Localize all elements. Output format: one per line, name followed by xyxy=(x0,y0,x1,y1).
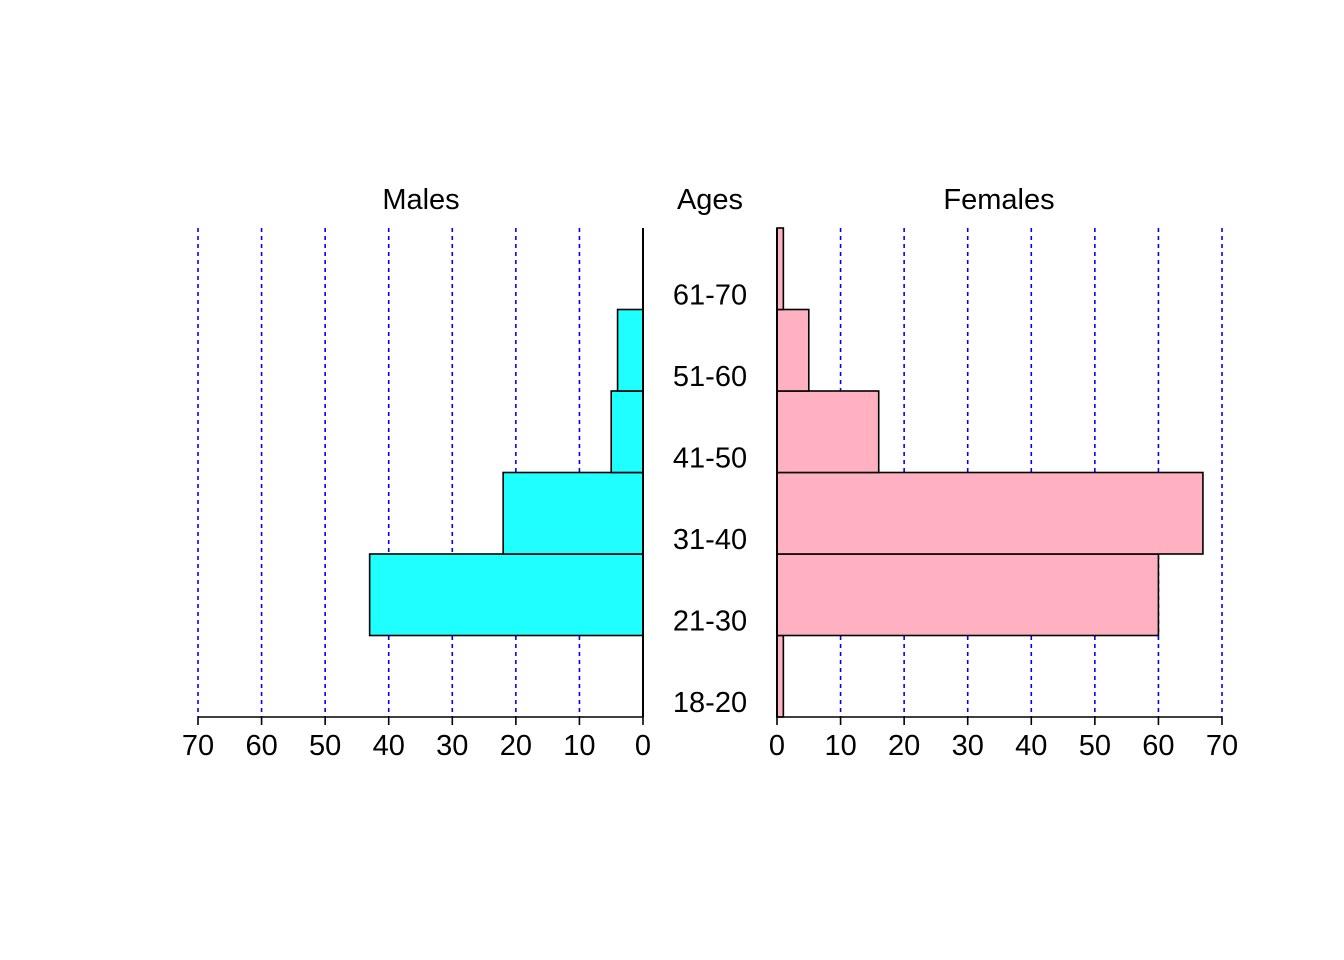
ages-title: Ages xyxy=(677,184,743,216)
age-label-51-60: 51-60 xyxy=(673,361,747,393)
female-bar-21-30 xyxy=(776,553,1160,637)
age-label-41-50: 41-50 xyxy=(673,443,747,475)
female-bar-41-50 xyxy=(776,390,880,474)
label-layer: Males Ages Females 0 0 10 10 20 20 30 30 40 40 50 5… xyxy=(182,184,1238,762)
males-x-tick-label-50: 50 xyxy=(309,730,341,762)
male-bar-51-60 xyxy=(616,308,644,392)
females-x-tick-label-10: 10 xyxy=(824,730,856,762)
females-x-tick-label-70: 70 xyxy=(1206,730,1238,762)
males-x-tick-label-30: 30 xyxy=(436,730,468,762)
male-bar-21-30 xyxy=(368,553,644,637)
age-label-21-30: 21-30 xyxy=(673,606,747,638)
males-x-tick-label-0: 0 xyxy=(635,730,651,762)
axis-layer xyxy=(197,228,1223,725)
age-label-31-40: 31-40 xyxy=(673,524,747,556)
age-label-18-20: 18-20 xyxy=(673,687,747,719)
female-bar-31-40 xyxy=(776,471,1204,555)
females-x-tick-label-30: 30 xyxy=(952,730,984,762)
male-bar-41-50 xyxy=(610,390,644,474)
females-x-tick-label-60: 60 xyxy=(1142,730,1174,762)
bar-layer xyxy=(368,227,1204,718)
female-bar-51-60 xyxy=(776,308,810,392)
males-title: Males xyxy=(382,184,459,216)
females-title: Females xyxy=(943,184,1054,216)
males-x-tick-label-20: 20 xyxy=(500,730,532,762)
age-label-61-70: 61-70 xyxy=(673,280,747,312)
females-x-tick-label-50: 50 xyxy=(1079,730,1111,762)
males-x-tick-label-10: 10 xyxy=(563,730,595,762)
males-x-tick-label-60: 60 xyxy=(245,730,277,762)
females-x-tick-label-40: 40 xyxy=(1015,730,1047,762)
females-x-tick-label-20: 20 xyxy=(888,730,920,762)
males-x-tick-label-40: 40 xyxy=(373,730,405,762)
males-x-tick-label-70: 70 xyxy=(182,730,214,762)
male-bar-31-40 xyxy=(502,471,644,555)
females-x-tick-label-0: 0 xyxy=(769,730,785,762)
grid-layer xyxy=(197,228,1223,717)
